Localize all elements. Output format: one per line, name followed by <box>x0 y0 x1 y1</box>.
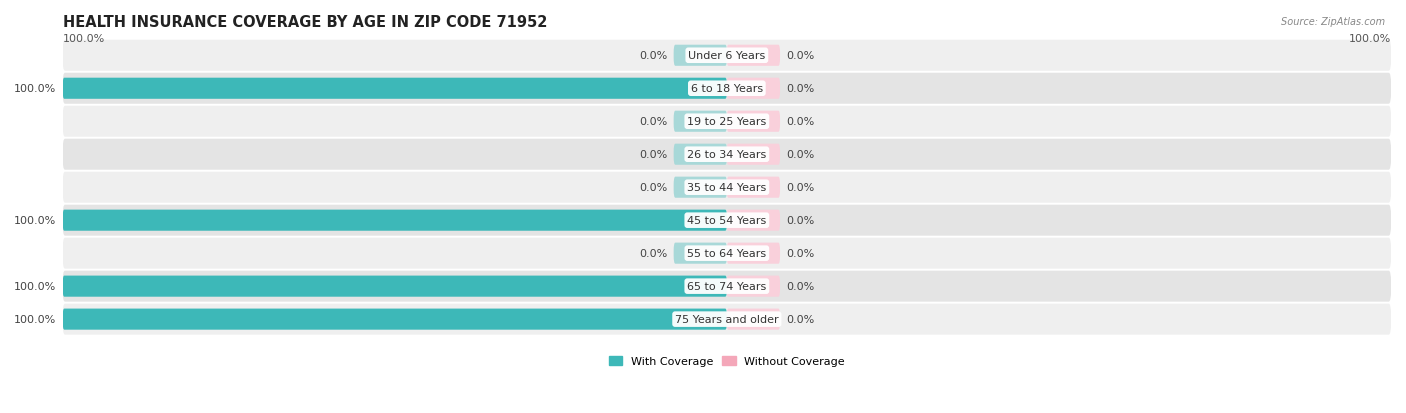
Text: 0.0%: 0.0% <box>786 314 815 324</box>
FancyBboxPatch shape <box>63 78 727 100</box>
FancyBboxPatch shape <box>727 177 780 198</box>
FancyBboxPatch shape <box>63 238 1391 269</box>
FancyBboxPatch shape <box>673 243 727 264</box>
Text: 6 to 18 Years: 6 to 18 Years <box>690 84 763 94</box>
FancyBboxPatch shape <box>63 107 1391 138</box>
Text: 0.0%: 0.0% <box>638 150 666 160</box>
Text: 100.0%: 100.0% <box>1348 34 1391 44</box>
FancyBboxPatch shape <box>63 139 1391 170</box>
Text: 100.0%: 100.0% <box>14 314 56 324</box>
Text: 75 Years and older: 75 Years and older <box>675 314 779 324</box>
Text: 0.0%: 0.0% <box>786 282 815 292</box>
FancyBboxPatch shape <box>727 144 780 165</box>
Text: 100.0%: 100.0% <box>14 282 56 292</box>
Text: 26 to 34 Years: 26 to 34 Years <box>688 150 766 160</box>
FancyBboxPatch shape <box>63 309 727 330</box>
Text: 100.0%: 100.0% <box>63 34 105 44</box>
Text: 0.0%: 0.0% <box>786 84 815 94</box>
Text: 65 to 74 Years: 65 to 74 Years <box>688 282 766 292</box>
Text: 0.0%: 0.0% <box>786 51 815 61</box>
Legend: With Coverage, Without Coverage: With Coverage, Without Coverage <box>605 351 849 371</box>
Text: 45 to 54 Years: 45 to 54 Years <box>688 216 766 225</box>
FancyBboxPatch shape <box>673 45 727 66</box>
FancyBboxPatch shape <box>727 276 780 297</box>
FancyBboxPatch shape <box>727 309 780 330</box>
FancyBboxPatch shape <box>63 40 1391 71</box>
Text: 100.0%: 100.0% <box>14 84 56 94</box>
FancyBboxPatch shape <box>673 112 727 133</box>
Text: 0.0%: 0.0% <box>786 249 815 259</box>
Text: 0.0%: 0.0% <box>786 216 815 225</box>
Text: 55 to 64 Years: 55 to 64 Years <box>688 249 766 259</box>
Text: HEALTH INSURANCE COVERAGE BY AGE IN ZIP CODE 71952: HEALTH INSURANCE COVERAGE BY AGE IN ZIP … <box>63 15 547 30</box>
FancyBboxPatch shape <box>63 271 1391 302</box>
Text: 0.0%: 0.0% <box>638 249 666 259</box>
Text: 0.0%: 0.0% <box>786 183 815 193</box>
FancyBboxPatch shape <box>727 45 780 66</box>
FancyBboxPatch shape <box>63 205 1391 236</box>
Text: 0.0%: 0.0% <box>786 150 815 160</box>
Text: 0.0%: 0.0% <box>638 183 666 193</box>
FancyBboxPatch shape <box>63 74 1391 104</box>
Text: 0.0%: 0.0% <box>638 117 666 127</box>
Text: 0.0%: 0.0% <box>786 117 815 127</box>
Text: Under 6 Years: Under 6 Years <box>688 51 765 61</box>
FancyBboxPatch shape <box>673 177 727 198</box>
FancyBboxPatch shape <box>727 210 780 231</box>
FancyBboxPatch shape <box>727 78 780 100</box>
Text: 35 to 44 Years: 35 to 44 Years <box>688 183 766 193</box>
FancyBboxPatch shape <box>63 276 727 297</box>
Text: Source: ZipAtlas.com: Source: ZipAtlas.com <box>1281 17 1385 26</box>
FancyBboxPatch shape <box>673 144 727 165</box>
FancyBboxPatch shape <box>63 172 1391 203</box>
Text: 0.0%: 0.0% <box>638 51 666 61</box>
Text: 19 to 25 Years: 19 to 25 Years <box>688 117 766 127</box>
FancyBboxPatch shape <box>727 243 780 264</box>
Text: 100.0%: 100.0% <box>14 216 56 225</box>
FancyBboxPatch shape <box>63 304 1391 335</box>
FancyBboxPatch shape <box>63 210 727 231</box>
FancyBboxPatch shape <box>727 112 780 133</box>
